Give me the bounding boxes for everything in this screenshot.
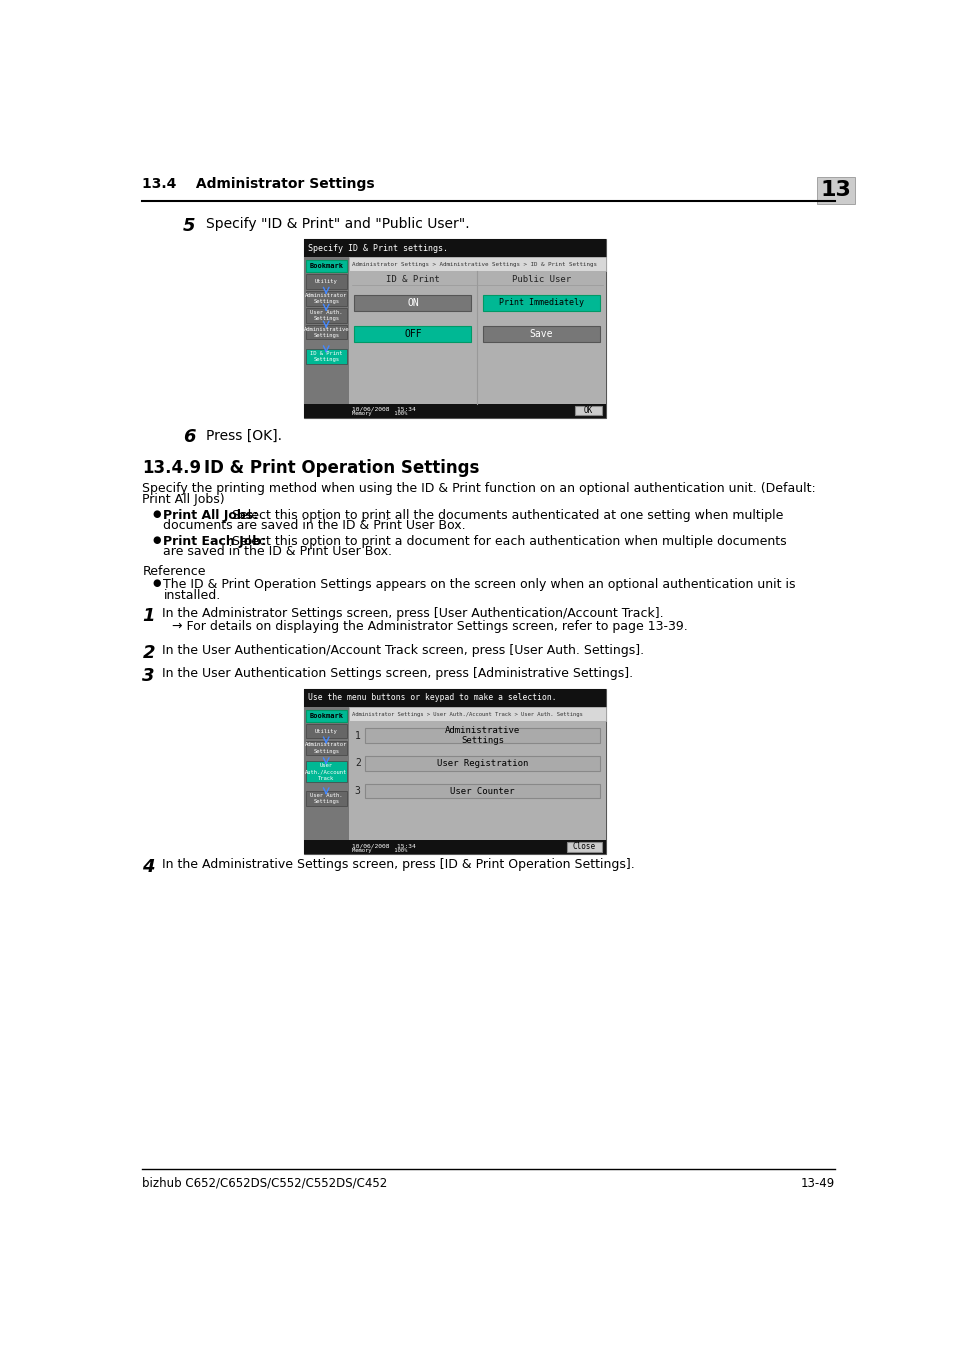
Text: 13.4    Administrator Settings: 13.4 Administrator Settings xyxy=(142,177,375,192)
Text: Bookmark: Bookmark xyxy=(309,713,343,720)
Text: 3: 3 xyxy=(355,786,360,796)
Text: Print Each Job:: Print Each Job: xyxy=(163,535,266,548)
FancyBboxPatch shape xyxy=(305,274,346,289)
FancyBboxPatch shape xyxy=(305,761,346,782)
Text: Print All Jobs): Print All Jobs) xyxy=(142,493,225,506)
Text: Administrator
Settings: Administrator Settings xyxy=(305,743,347,753)
Bar xyxy=(303,707,348,855)
FancyBboxPatch shape xyxy=(365,784,599,798)
Text: Administrative
Settings: Administrative Settings xyxy=(445,726,519,745)
Text: User Auth.
Settings: User Auth. Settings xyxy=(310,794,342,805)
Bar xyxy=(303,239,605,258)
Text: 13.4.9: 13.4.9 xyxy=(142,459,201,477)
Text: User Auth.
Settings: User Auth. Settings xyxy=(310,309,342,321)
FancyBboxPatch shape xyxy=(574,406,601,414)
Text: In the User Authentication Settings screen, press [Administrative Settings].: In the User Authentication Settings scre… xyxy=(162,667,633,680)
FancyBboxPatch shape xyxy=(305,308,346,323)
FancyBboxPatch shape xyxy=(355,325,471,342)
Text: Memory       100%: Memory 100% xyxy=(352,848,407,853)
Text: User Counter: User Counter xyxy=(450,787,515,795)
Bar xyxy=(348,271,605,404)
FancyBboxPatch shape xyxy=(305,325,346,339)
Text: Administrator
Settings: Administrator Settings xyxy=(305,293,347,304)
Text: → For details on displaying the Administrator Settings screen, refer to page 13-: → For details on displaying the Administ… xyxy=(172,620,687,633)
Bar xyxy=(348,707,605,721)
Text: Save: Save xyxy=(529,328,553,339)
Text: Close: Close xyxy=(572,842,596,852)
Text: Use the menu buttons or keypad to make a selection.: Use the menu buttons or keypad to make a… xyxy=(308,694,557,702)
FancyBboxPatch shape xyxy=(365,756,599,771)
Text: Select this option to print all the documents authenticated at one setting when : Select this option to print all the docu… xyxy=(228,509,782,521)
Text: ●: ● xyxy=(152,535,161,544)
Text: 4: 4 xyxy=(142,859,154,876)
FancyBboxPatch shape xyxy=(566,842,601,852)
Text: 13-49: 13-49 xyxy=(801,1177,835,1189)
Text: documents are saved in the ID & Print User Box.: documents are saved in the ID & Print Us… xyxy=(163,520,466,532)
FancyBboxPatch shape xyxy=(305,791,346,806)
FancyBboxPatch shape xyxy=(305,741,346,755)
Text: Press [OK].: Press [OK]. xyxy=(206,428,282,443)
Bar xyxy=(303,688,605,707)
FancyBboxPatch shape xyxy=(482,325,599,342)
Text: bizhub C652/C652DS/C552/C552DS/C452: bizhub C652/C652DS/C552/C552DS/C452 xyxy=(142,1177,387,1189)
Text: 6: 6 xyxy=(183,428,195,447)
Text: Print Immediately: Print Immediately xyxy=(498,298,583,308)
Text: In the User Authentication/Account Track screen, press [User Auth. Settings].: In the User Authentication/Account Track… xyxy=(162,644,643,657)
Text: ID & Print: ID & Print xyxy=(386,274,439,284)
Text: 1: 1 xyxy=(355,730,360,741)
Text: 2: 2 xyxy=(142,644,154,662)
Text: 5: 5 xyxy=(183,217,195,235)
Text: User
Auth./Account
Track: User Auth./Account Track xyxy=(305,763,347,780)
Text: Utility: Utility xyxy=(314,729,337,733)
Text: ID & Print
Settings: ID & Print Settings xyxy=(310,351,342,362)
Text: Specify "ID & Print" and "Public User".: Specify "ID & Print" and "Public User". xyxy=(206,217,469,231)
Text: Administrator Settings > Administrative Settings > ID & Print Settings: Administrator Settings > Administrative … xyxy=(352,262,597,267)
Bar xyxy=(303,239,605,417)
Text: Utility: Utility xyxy=(314,279,337,284)
Text: 10/06/2008  15:34: 10/06/2008 15:34 xyxy=(352,844,416,848)
Text: Print All Jobs:: Print All Jobs: xyxy=(163,509,258,521)
FancyBboxPatch shape xyxy=(355,294,471,310)
FancyBboxPatch shape xyxy=(482,294,599,310)
Text: ON: ON xyxy=(407,298,418,308)
Text: Administrator Settings > User Auth./Account Track > User Auth. Settings: Administrator Settings > User Auth./Acco… xyxy=(352,711,582,717)
FancyBboxPatch shape xyxy=(305,292,346,305)
Bar xyxy=(303,404,605,417)
Text: ●: ● xyxy=(152,578,161,587)
Text: 3: 3 xyxy=(142,667,154,684)
Text: 2: 2 xyxy=(355,759,360,768)
Text: OFF: OFF xyxy=(404,328,421,339)
Bar xyxy=(303,688,605,855)
Text: Administrative
Settings: Administrative Settings xyxy=(303,327,349,338)
Bar xyxy=(348,721,605,840)
Text: ID & Print Operation Settings: ID & Print Operation Settings xyxy=(204,459,479,477)
Text: installed.: installed. xyxy=(163,589,220,602)
Text: 13: 13 xyxy=(820,181,851,201)
Bar xyxy=(303,258,348,417)
Text: In the Administrator Settings screen, press [User Authentication/Account Track].: In the Administrator Settings screen, pr… xyxy=(162,608,662,620)
Bar xyxy=(816,177,855,204)
Text: Specify the printing method when using the ID & Print function on an optional au: Specify the printing method when using t… xyxy=(142,482,816,495)
FancyBboxPatch shape xyxy=(305,261,346,273)
Text: Select this option to print a document for each authentication when multiple doc: Select this option to print a document f… xyxy=(228,535,785,548)
FancyBboxPatch shape xyxy=(365,729,599,742)
Text: Bookmark: Bookmark xyxy=(309,263,343,270)
Text: In the Administrative Settings screen, press [ID & Print Operation Settings].: In the Administrative Settings screen, p… xyxy=(162,859,634,871)
Text: are saved in the ID & Print User Box.: are saved in the ID & Print User Box. xyxy=(163,545,392,559)
FancyBboxPatch shape xyxy=(305,350,346,365)
FancyBboxPatch shape xyxy=(305,710,346,722)
Text: User Registration: User Registration xyxy=(436,759,528,768)
Text: Reference: Reference xyxy=(142,566,206,579)
Text: Public User: Public User xyxy=(512,274,571,284)
Text: Specify ID & Print settings.: Specify ID & Print settings. xyxy=(308,244,448,252)
FancyBboxPatch shape xyxy=(305,724,346,738)
Text: 10/06/2008  15:34: 10/06/2008 15:34 xyxy=(352,406,416,412)
Text: ●: ● xyxy=(152,509,161,518)
Bar xyxy=(303,840,605,855)
Text: 1: 1 xyxy=(142,608,154,625)
Text: Memory       100%: Memory 100% xyxy=(352,412,407,416)
Bar xyxy=(348,258,605,271)
Text: OK: OK xyxy=(583,406,592,414)
Text: The ID & Print Operation Settings appears on the screen only when an optional au: The ID & Print Operation Settings appear… xyxy=(163,578,795,591)
